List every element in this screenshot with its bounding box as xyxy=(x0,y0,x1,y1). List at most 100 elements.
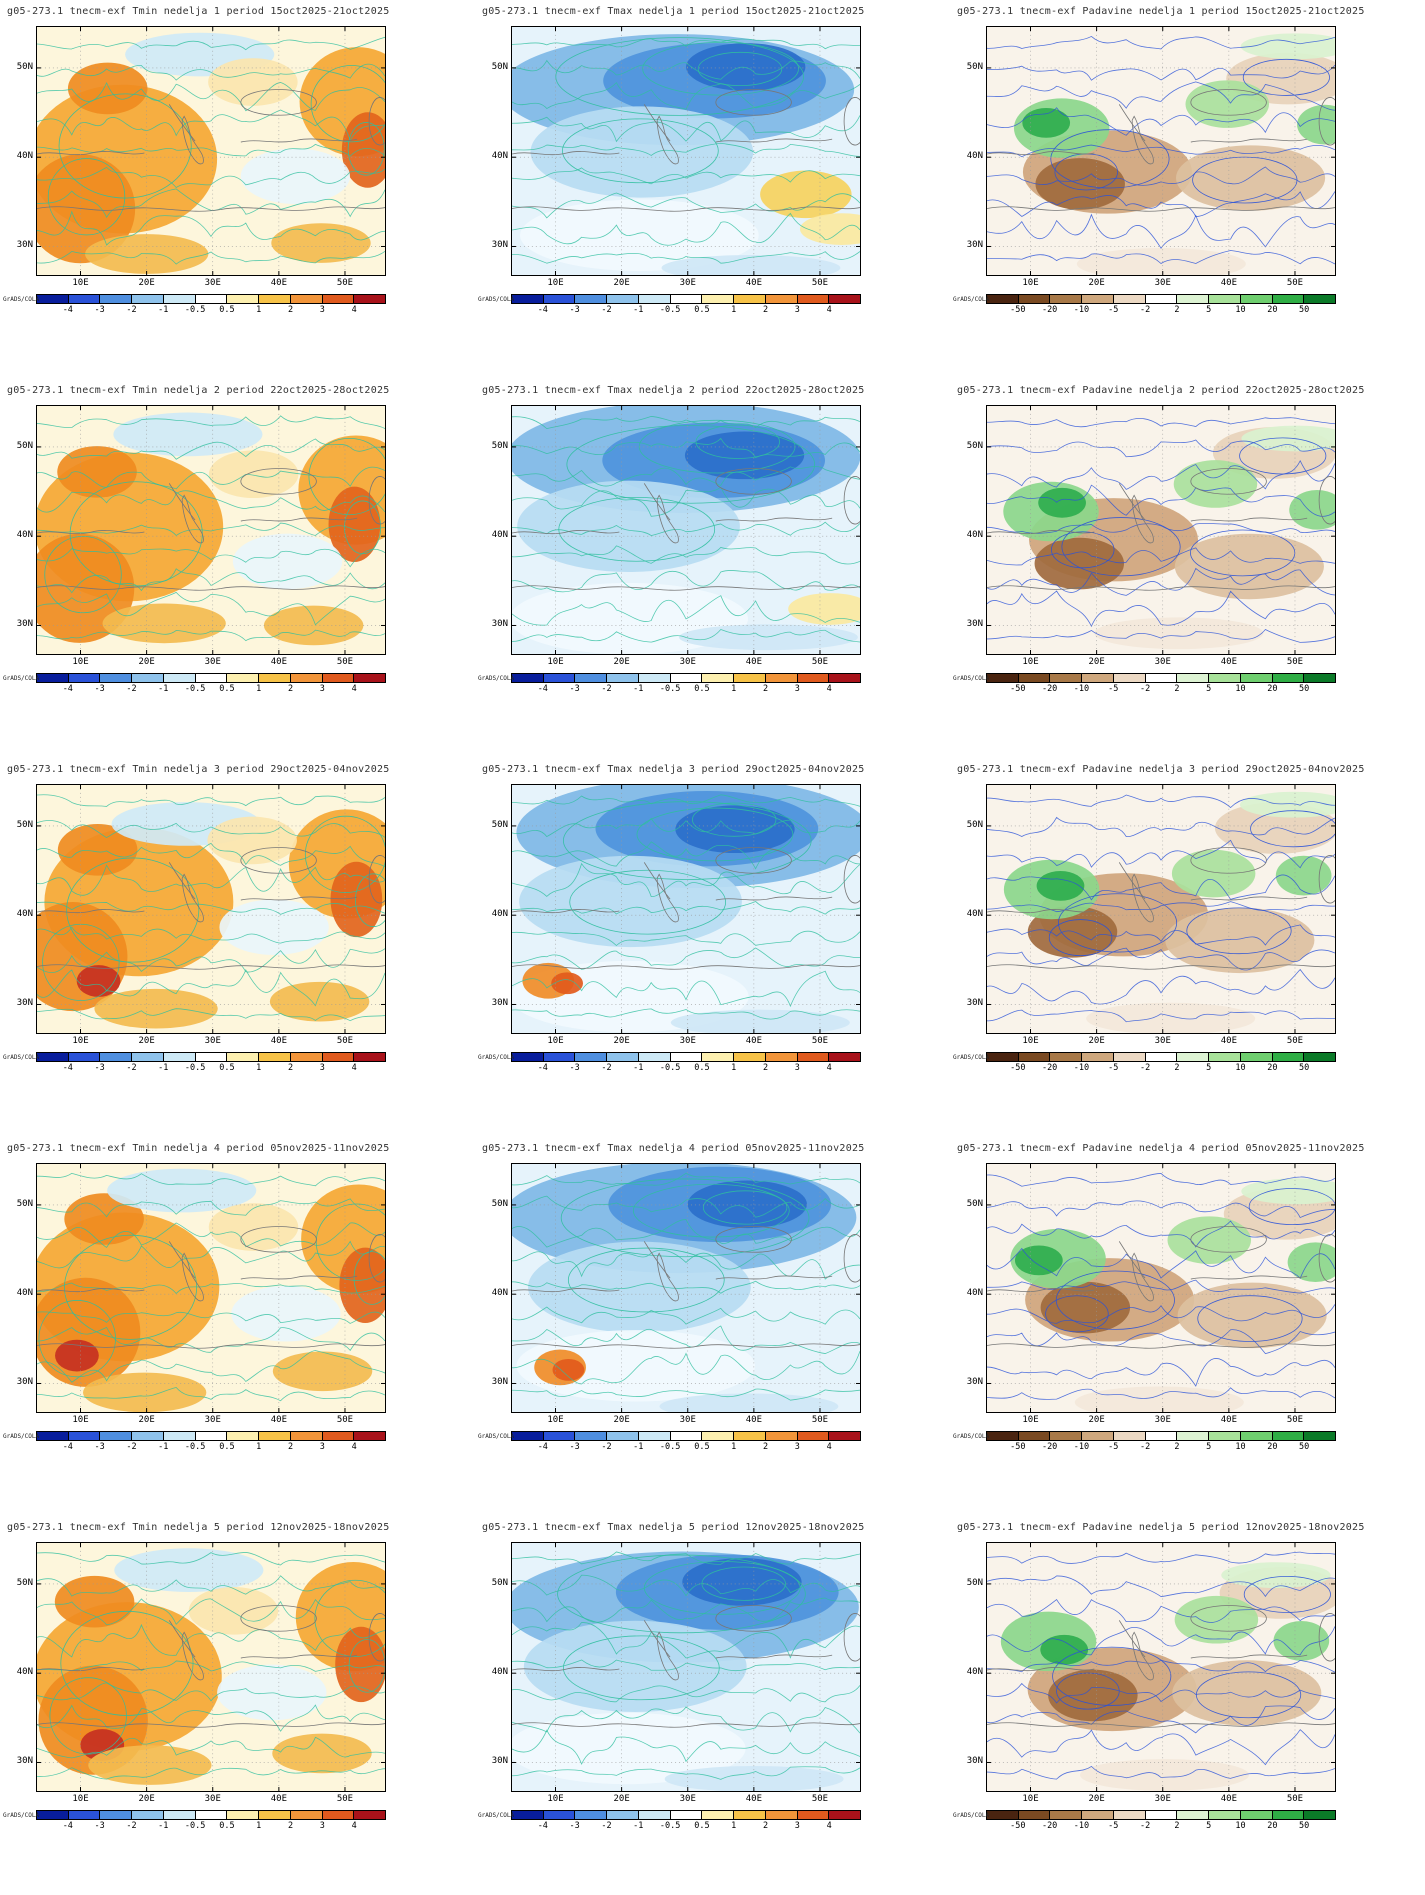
colorbar-tick: 3 xyxy=(794,1821,800,1831)
lon-label-20e: 20E xyxy=(613,278,630,288)
lon-label-50e: 50E xyxy=(336,1794,354,1804)
colorbar-tick: 2 xyxy=(287,1442,294,1452)
lon-label-50e: 50E xyxy=(336,1036,354,1046)
lon-label-50e: 50E xyxy=(1286,1415,1304,1425)
lon-label-10e: 10E xyxy=(72,1415,89,1425)
colorbar-tick: 4 xyxy=(351,1442,357,1452)
lon-label-10e: 10E xyxy=(547,657,564,667)
lon-label-10e: 10E xyxy=(1022,1794,1039,1804)
colorbar-tick: -20 xyxy=(1041,1063,1058,1073)
colorbar-tick: 20 xyxy=(1267,1821,1278,1831)
colorbar-tick: 2 xyxy=(1174,1063,1180,1073)
map-area: 50N 40N 30N 10E 20E 30E 40E 50E xyxy=(492,1542,861,1804)
lon-label-50e: 50E xyxy=(1286,278,1304,288)
colorbar-tick: 1 xyxy=(256,1821,262,1831)
colorbar-tick: 4 xyxy=(351,1821,357,1831)
colorbar-wrap: -4 -3 -2 -1 -0.5 0.5 1 2 3 4 xyxy=(511,1810,861,1838)
colorbar-tick: -1 xyxy=(633,1821,644,1831)
colorbar-tick: 5 xyxy=(1206,1063,1212,1073)
lat-label-40n: 40N xyxy=(491,530,508,541)
map-plot xyxy=(37,27,385,275)
colorbar-tick: -2 xyxy=(1139,305,1151,315)
colorbar-tick: 4 xyxy=(826,1821,832,1831)
lon-label-10e: 10E xyxy=(72,1036,89,1046)
colorbar-tick: 0.5 xyxy=(694,684,710,694)
colorbar-wrap: -4 -3 -2 -1 -0.5 0.5 1 2 3 4 xyxy=(36,294,386,322)
map-plot xyxy=(512,1164,860,1412)
lat-label-50n: 50N xyxy=(491,1577,508,1588)
lat-label-30n: 30N xyxy=(491,619,508,630)
colorbar-tick: 3 xyxy=(319,1063,325,1073)
colorbar-tick: -2 xyxy=(1139,684,1151,694)
colorbar-tick: 2 xyxy=(1174,684,1180,694)
lat-label-30n: 30N xyxy=(966,240,983,251)
colorbar-tick: 5 xyxy=(1206,1442,1212,1452)
lat-label-30n: 30N xyxy=(966,619,983,630)
map-plot xyxy=(37,1543,385,1791)
lon-label-30e: 30E xyxy=(204,1415,221,1425)
map-plot xyxy=(512,406,860,654)
colorbar-tick: -4 xyxy=(537,684,548,694)
panel-padavine-week-1: g05-273.1 tnecm-exf Padavine nedelja 1 p… xyxy=(950,0,1425,379)
map-plot xyxy=(512,27,860,275)
colorbar-tick: -2 xyxy=(126,1442,137,1452)
map-plot xyxy=(512,785,860,1033)
lat-label-50n: 50N xyxy=(491,61,508,72)
lat-label-50n: 50N xyxy=(491,440,508,451)
map-area: 50N 40N 30N 10E 20E 30E 40E 50E xyxy=(17,1542,386,1804)
lon-label-10e: 10E xyxy=(547,278,564,288)
lon-label-30e: 30E xyxy=(204,278,221,288)
colorbar-tick: -2 xyxy=(601,1821,612,1831)
map-area: 50N 40N 30N 10E 20E 30E 40E 50E xyxy=(492,1163,861,1425)
colorbar-tick: -2 xyxy=(1139,1442,1151,1452)
lon-label-10e: 10E xyxy=(547,1415,564,1425)
panel-tmax-week-1: g05-273.1 tnecm-exf Tmax nedelja 1 perio… xyxy=(475,0,950,379)
lat-label-50n: 50N xyxy=(16,1577,33,1588)
colorbar-tick: -2 xyxy=(126,1821,137,1831)
colorbar-tick: -50 xyxy=(1010,684,1026,694)
map-area: 50N 40N 30N 10E 20E 30E 40E 50E xyxy=(967,1542,1336,1804)
lon-label-20e: 20E xyxy=(1088,657,1105,667)
grads-credit-label: GrADS/COLA xyxy=(3,1812,40,1819)
lat-label-30n: 30N xyxy=(966,1756,983,1767)
colorbar-wrap: -4 -3 -2 -1 -0.5 0.5 1 2 3 4 xyxy=(36,673,386,701)
colorbar-tick: -3 xyxy=(94,1821,105,1831)
colorbar-tick: -0.5 xyxy=(659,305,681,315)
colorbar xyxy=(36,294,386,304)
colorbar-ticks: -50 -20 -10 -5 -2 2 5 10 20 50 xyxy=(986,684,1336,697)
map-area: 50N 40N 30N 10E 20E 30E 40E 50E xyxy=(967,1163,1336,1425)
colorbar-tick: -1 xyxy=(158,684,169,694)
map-plot xyxy=(37,1164,385,1412)
lon-label-50e: 50E xyxy=(811,278,829,288)
colorbar-tick: 4 xyxy=(826,305,832,315)
colorbar xyxy=(36,1431,386,1441)
colorbar-tick: 0.5 xyxy=(219,305,235,315)
colorbar-ticks: -4 -3 -2 -1 -0.5 0.5 1 2 3 4 xyxy=(36,1442,386,1455)
map-plot xyxy=(987,27,1335,275)
colorbar-tick: -4 xyxy=(62,305,73,315)
colorbar-tick: -2 xyxy=(1139,1063,1151,1073)
grads-credit-label: GrADS/COLA xyxy=(953,1812,990,1819)
lon-label-40e: 40E xyxy=(1220,1794,1237,1804)
panel-padavine-week-3: g05-273.1 tnecm-exf Padavine nedelja 3 p… xyxy=(950,758,1425,1137)
lon-label-40e: 40E xyxy=(270,657,287,667)
colorbar-tick: -4 xyxy=(62,1821,73,1831)
colorbar-tick: 0.5 xyxy=(694,305,710,315)
colorbar-tick: -3 xyxy=(569,1442,580,1452)
lon-label-20e: 20E xyxy=(138,278,155,288)
lon-label-30e: 30E xyxy=(1154,1036,1171,1046)
panel-tmin-week-2: g05-273.1 tnecm-exf Tmin nedelja 2 perio… xyxy=(0,379,475,758)
colorbar-tick: -10 xyxy=(1073,1442,1090,1452)
panel-tmax-week-5: g05-273.1 tnecm-exf Tmax nedelja 5 perio… xyxy=(475,1516,950,1895)
lat-label-50n: 50N xyxy=(16,819,33,830)
panel-tmax-week-4: g05-273.1 tnecm-exf Tmax nedelja 4 perio… xyxy=(475,1137,950,1516)
lon-label-20e: 20E xyxy=(138,1036,155,1046)
lon-label-50e: 50E xyxy=(1286,1036,1304,1046)
grads-credit-label: GrADS/COLA xyxy=(953,1433,990,1440)
lon-label-50e: 50E xyxy=(811,1794,829,1804)
map-area: 50N 40N 30N 10E 20E 30E 40E 50E xyxy=(17,26,386,288)
colorbar xyxy=(986,673,1336,683)
colorbar-tick: 5 xyxy=(1206,684,1212,694)
panel-title: g05-273.1 tnecm-exf Tmax nedelja 2 perio… xyxy=(482,385,865,396)
